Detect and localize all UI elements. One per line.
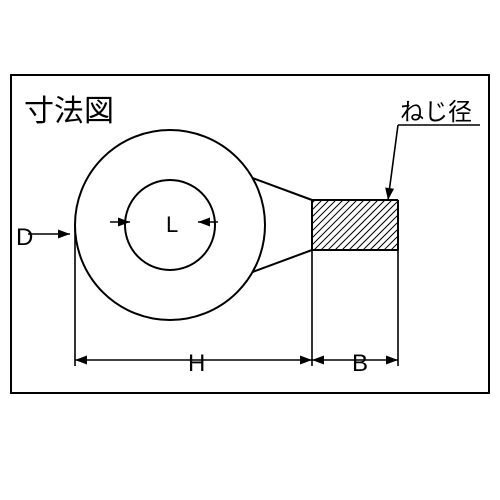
diagram-stage: 寸法図 D L H B ねじ径 xyxy=(0,0,500,500)
drawing-svg xyxy=(0,0,500,500)
